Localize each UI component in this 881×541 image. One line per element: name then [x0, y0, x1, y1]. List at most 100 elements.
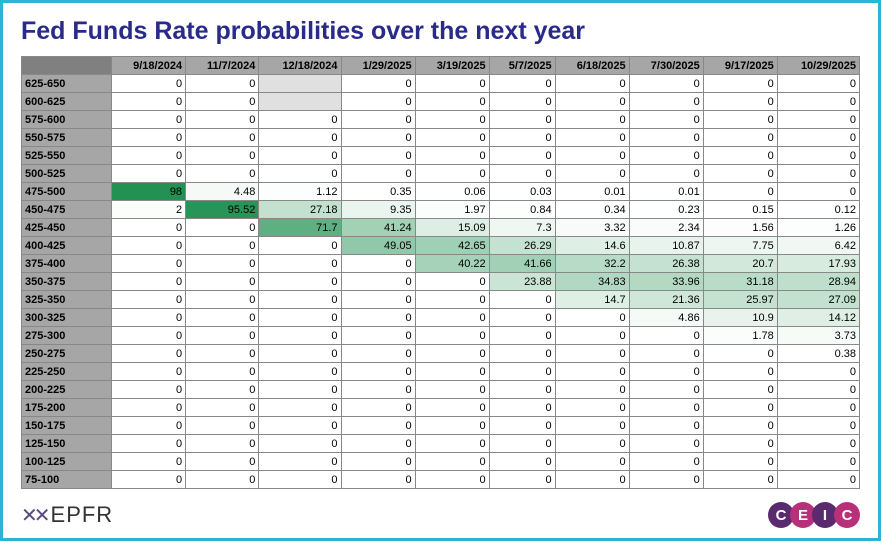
table-cell: 0	[489, 165, 555, 183]
table-cell: 0.12	[777, 201, 859, 219]
table-cell: 0.01	[555, 183, 629, 201]
table-cell: 0	[703, 381, 777, 399]
table-cell: 0	[415, 75, 489, 93]
table-cell: 0	[186, 129, 259, 147]
table-cell: 0	[777, 75, 859, 93]
table-cell: 0	[703, 93, 777, 111]
table-row: 175-2000000000000	[22, 399, 860, 417]
page-title: Fed Funds Rate probabilities over the ne…	[21, 17, 860, 46]
table-cell: 0	[777, 471, 859, 489]
table-cell: 0	[112, 381, 186, 399]
table-cell: 0	[629, 399, 703, 417]
table-cell: 0	[555, 111, 629, 129]
table-cell: 0	[555, 453, 629, 471]
table-cell: 0	[259, 237, 341, 255]
table-cell: 0.34	[555, 201, 629, 219]
table-row-header: 525-550	[22, 147, 112, 165]
table-cell: 0	[777, 129, 859, 147]
table-cell: 0	[489, 345, 555, 363]
table-row-header: 325-350	[22, 291, 112, 309]
table-cell: 0	[341, 453, 415, 471]
table-cell: 0	[341, 435, 415, 453]
table-cell: 4.86	[629, 309, 703, 327]
table-cell: 0.01	[629, 183, 703, 201]
table-cell: 17.93	[777, 255, 859, 273]
table-cell: 0	[112, 111, 186, 129]
table-cell: 21.36	[629, 291, 703, 309]
table-cell: 0	[112, 399, 186, 417]
table-cell: 0	[489, 471, 555, 489]
table-cell: 71.7	[259, 219, 341, 237]
table-cell: 0	[415, 165, 489, 183]
table-row: 500-5250000000000	[22, 165, 860, 183]
table-cell: 0	[415, 417, 489, 435]
table-cell: 0	[777, 147, 859, 165]
table-cell: 0.35	[341, 183, 415, 201]
table-cell: 0	[341, 381, 415, 399]
table-header-row: 9/18/202411/7/202412/18/20241/29/20253/1…	[22, 57, 860, 75]
table-row: 125-1500000000000	[22, 435, 860, 453]
table-row: 550-5750000000000	[22, 129, 860, 147]
table-row: 625-650000000000	[22, 75, 860, 93]
table-cell: 0	[703, 399, 777, 417]
table-cell: 1.97	[415, 201, 489, 219]
table-cell: 95.52	[186, 201, 259, 219]
table-cell: 0	[341, 291, 415, 309]
footer: ✕✕ EPFR CEIC	[21, 502, 860, 528]
table-col-header: 6/18/2025	[555, 57, 629, 75]
table-cell: 0	[415, 399, 489, 417]
table-cell: 0	[415, 345, 489, 363]
table-col-header: 1/29/2025	[341, 57, 415, 75]
table-row-header: 625-650	[22, 75, 112, 93]
table-cell: 0	[186, 435, 259, 453]
table-cell: 0	[341, 399, 415, 417]
table-cell: 0	[489, 327, 555, 345]
table-cell: 0.84	[489, 201, 555, 219]
table-cell: 1.78	[703, 327, 777, 345]
table-cell: 1.12	[259, 183, 341, 201]
table-col-header: 10/29/2025	[777, 57, 859, 75]
table-cell: 0	[629, 471, 703, 489]
table-cell: 0.23	[629, 201, 703, 219]
table-cell: 0.38	[777, 345, 859, 363]
table-cell: 14.12	[777, 309, 859, 327]
table-cell: 0	[703, 111, 777, 129]
table-cell: 0	[259, 417, 341, 435]
table-cell: 0	[259, 309, 341, 327]
table-col-header: 9/18/2024	[112, 57, 186, 75]
table-row-header: 375-400	[22, 255, 112, 273]
table-cell: 0	[629, 363, 703, 381]
table-cell: 0.06	[415, 183, 489, 201]
table-col-header: 5/7/2025	[489, 57, 555, 75]
table-cell: 0	[186, 363, 259, 381]
table-cell: 0	[703, 453, 777, 471]
table-cell: 41.24	[341, 219, 415, 237]
table-cell: 0	[259, 129, 341, 147]
table-cell: 0	[489, 147, 555, 165]
table-cell: 0	[415, 291, 489, 309]
table-cell: 0	[555, 435, 629, 453]
table-cell: 0	[489, 453, 555, 471]
table-cell: 0	[259, 435, 341, 453]
epfr-icon: ✕✕	[21, 503, 47, 528]
table-cell: 0	[341, 417, 415, 435]
table-cell: 0	[259, 291, 341, 309]
table-cell: 0	[112, 93, 186, 111]
table-cell: 0	[341, 273, 415, 291]
table-cell: 1.56	[703, 219, 777, 237]
table-row: 250-2750000000000.38	[22, 345, 860, 363]
table-cell: 0	[341, 345, 415, 363]
table-cell: 0	[489, 417, 555, 435]
table-row-header: 450-475	[22, 201, 112, 219]
table-cell: 0	[112, 273, 186, 291]
table-cell: 0	[777, 435, 859, 453]
table-cell: 0	[703, 363, 777, 381]
table-cell: 34.83	[555, 273, 629, 291]
table-cell: 0	[112, 327, 186, 345]
table-row: 275-300000000001.783.73	[22, 327, 860, 345]
table-cell: 0	[259, 111, 341, 129]
table-cell: 0	[112, 435, 186, 453]
epfr-logo: ✕✕ EPFR	[21, 502, 113, 528]
table-col-header: 9/17/2025	[703, 57, 777, 75]
table-cell: 0	[186, 273, 259, 291]
